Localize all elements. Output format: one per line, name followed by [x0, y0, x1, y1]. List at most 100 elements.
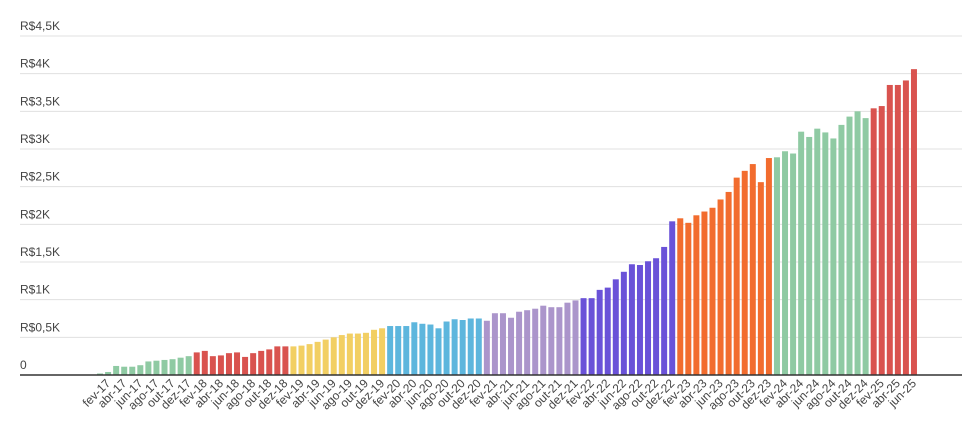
y-tick-label: R$4,5K	[20, 19, 60, 33]
y-tick-label: 0	[20, 358, 27, 372]
bar	[499, 313, 506, 375]
bar	[161, 359, 168, 375]
bar	[749, 164, 756, 375]
bar	[338, 335, 345, 375]
bar	[105, 371, 112, 375]
y-tick-label: R$1,5K	[20, 245, 60, 259]
bar	[427, 324, 434, 375]
bar	[733, 177, 740, 375]
bar	[169, 359, 176, 375]
bar	[403, 326, 410, 375]
bar	[790, 153, 797, 375]
bar	[145, 361, 152, 375]
bar	[435, 328, 442, 375]
bar	[274, 346, 281, 375]
bar	[209, 356, 216, 375]
y-tick-label: R$2K	[20, 207, 50, 221]
bar	[701, 211, 708, 375]
y-tick-label: R$2,5K	[20, 170, 60, 184]
bar	[290, 346, 297, 375]
bar	[532, 308, 539, 375]
bar	[798, 131, 805, 375]
bar	[459, 320, 466, 375]
bar	[467, 318, 474, 375]
bar	[846, 116, 853, 376]
bar	[645, 261, 652, 375]
bar	[540, 305, 547, 375]
bar	[661, 246, 668, 375]
bar	[395, 326, 402, 375]
bar	[806, 136, 813, 375]
bar	[878, 106, 885, 375]
bar	[653, 258, 660, 375]
bar	[201, 350, 208, 375]
bar	[814, 128, 821, 375]
bar	[234, 352, 241, 375]
bar	[314, 341, 321, 375]
bar	[830, 138, 837, 375]
bar	[121, 366, 128, 375]
bar	[516, 311, 523, 375]
bar	[113, 365, 120, 375]
bar	[669, 221, 676, 375]
bar	[822, 132, 829, 375]
bar	[217, 355, 224, 375]
bar	[741, 170, 748, 375]
bar	[443, 321, 450, 375]
bar	[225, 353, 232, 375]
bar	[491, 313, 498, 375]
bar	[185, 356, 192, 375]
bar	[596, 289, 603, 375]
y-tick-label: R$4K	[20, 57, 50, 71]
bar	[137, 365, 144, 375]
bar	[572, 300, 579, 375]
bar	[129, 366, 136, 375]
bar	[153, 360, 160, 375]
bar	[298, 345, 305, 375]
bar	[419, 323, 426, 375]
bar	[282, 346, 289, 375]
bar	[894, 84, 901, 375]
bar	[193, 352, 200, 375]
bar	[508, 317, 515, 375]
bar	[387, 326, 394, 375]
bar	[782, 151, 789, 375]
bar	[854, 111, 861, 375]
bar	[588, 298, 595, 375]
bar	[636, 265, 643, 375]
bar	[362, 332, 369, 375]
bar	[346, 333, 353, 375]
bar	[306, 344, 313, 375]
bar	[693, 215, 700, 375]
bar	[556, 307, 563, 375]
bar	[580, 298, 587, 375]
bar	[483, 320, 490, 375]
bar	[322, 339, 329, 375]
bar	[177, 357, 184, 375]
bar	[258, 350, 265, 375]
bar	[725, 191, 732, 375]
y-tick-label: R$3,5K	[20, 94, 60, 108]
bar	[564, 302, 571, 375]
bar	[451, 319, 458, 375]
bar	[870, 108, 877, 375]
bar	[604, 287, 611, 375]
bar	[765, 158, 772, 375]
bar	[910, 69, 917, 375]
bar	[354, 333, 361, 375]
bar	[902, 80, 909, 376]
bar	[97, 373, 104, 375]
bar	[330, 337, 337, 375]
bar	[886, 84, 893, 375]
bar	[717, 199, 724, 375]
y-tick-label: R$3K	[20, 132, 50, 146]
y-tick-label: R$0,5K	[20, 320, 60, 334]
bar	[371, 329, 378, 375]
bar	[773, 157, 780, 375]
bar	[475, 318, 482, 375]
bar	[628, 264, 635, 375]
bar	[266, 349, 273, 375]
bar	[250, 353, 257, 375]
bar	[838, 124, 845, 375]
